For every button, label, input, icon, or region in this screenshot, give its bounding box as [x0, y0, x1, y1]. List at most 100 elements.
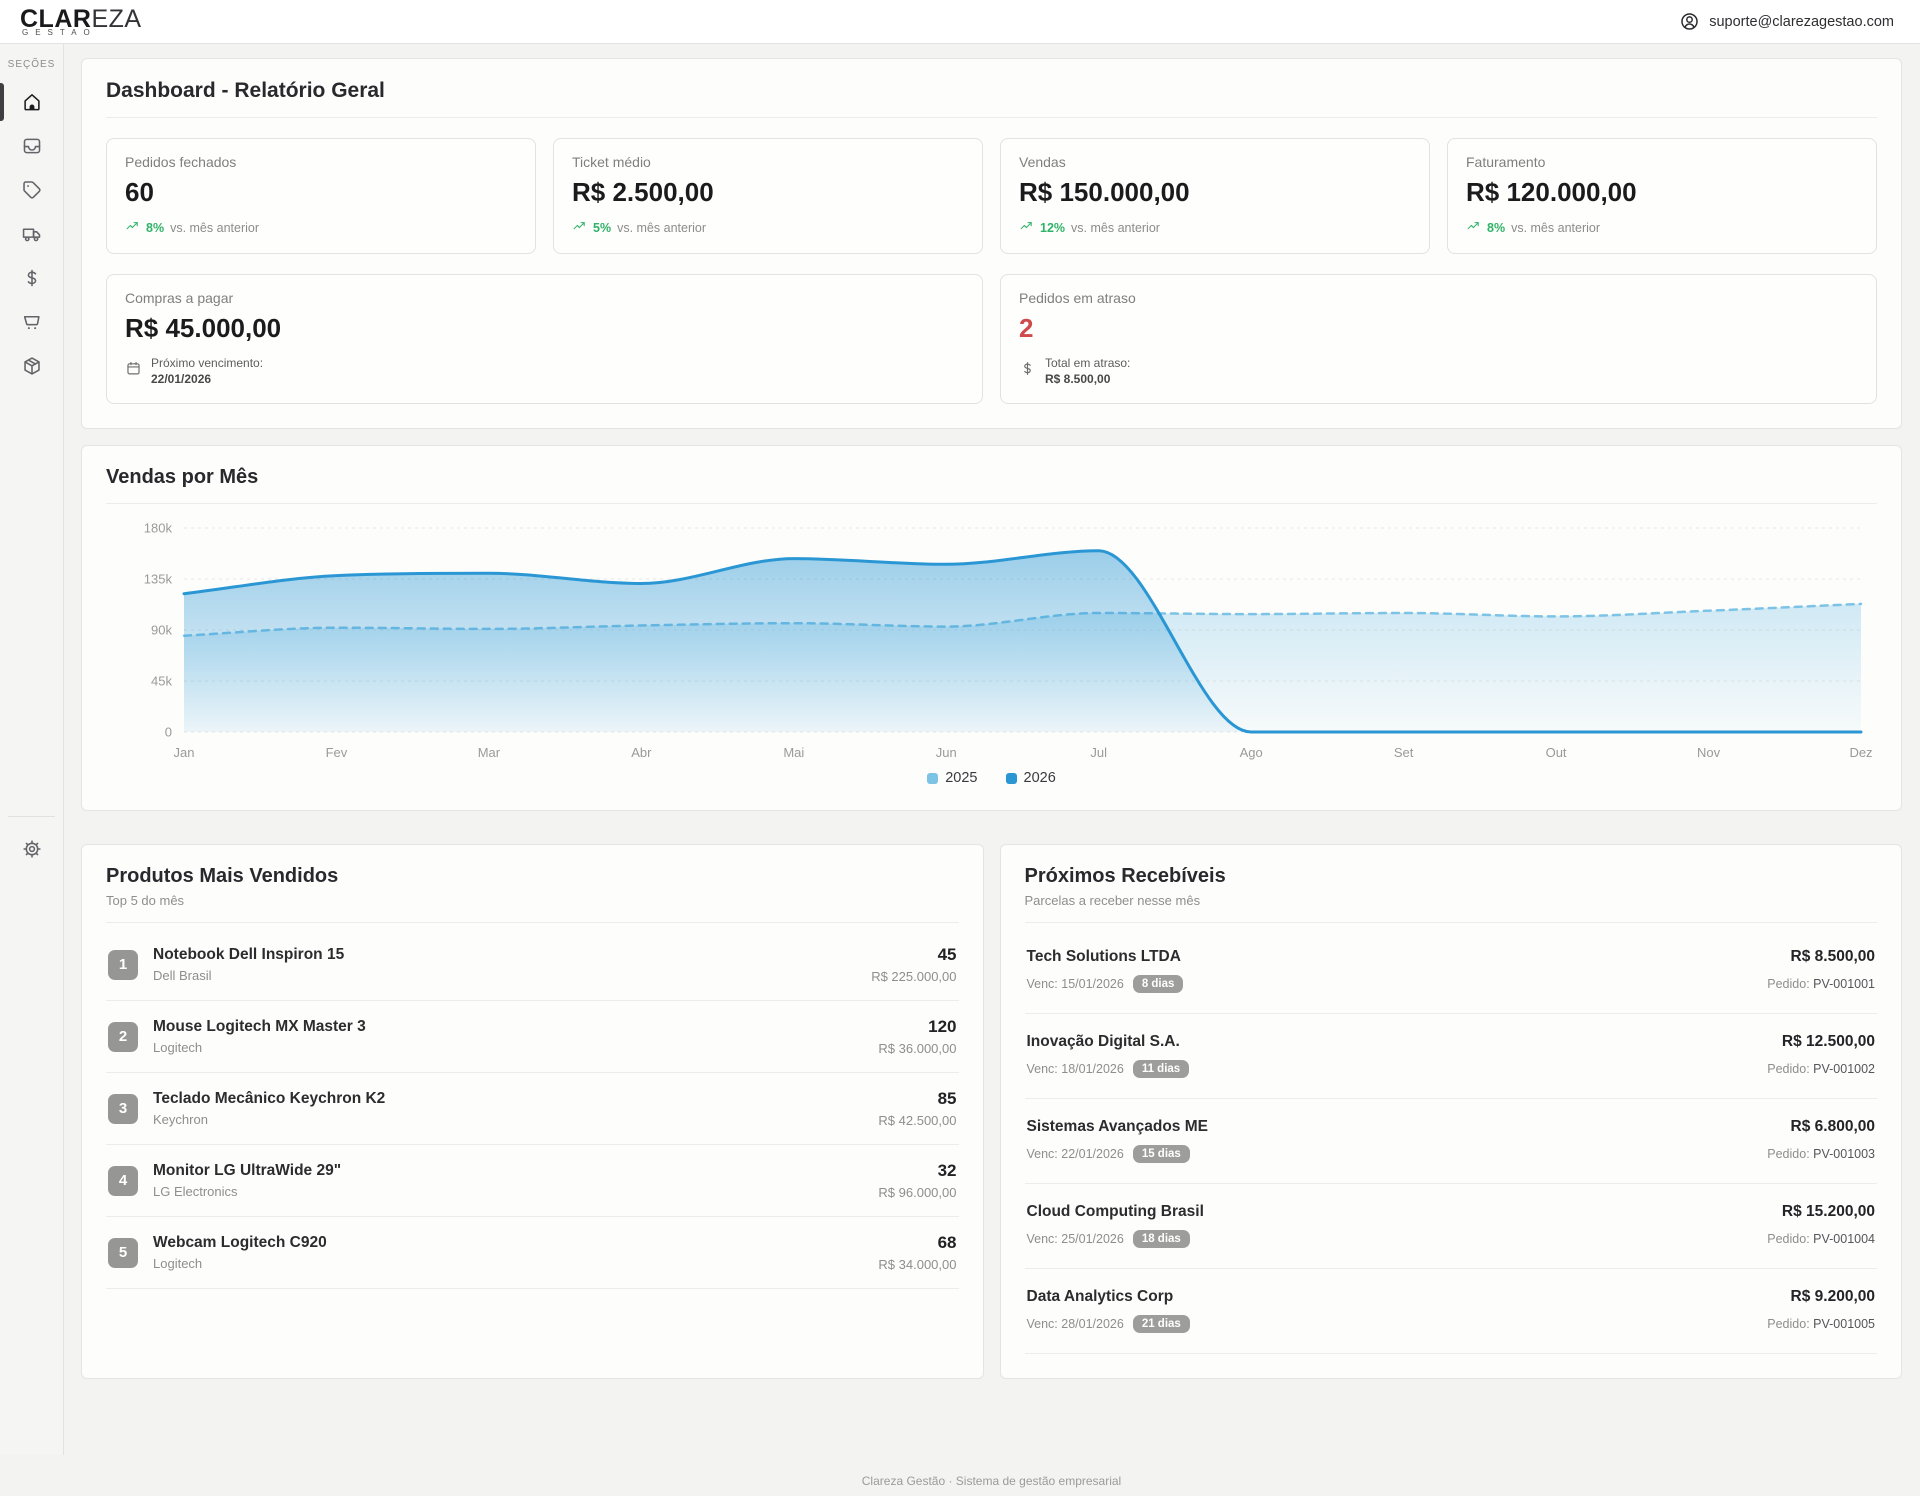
stat-value: R$ 120.000,00 [1466, 177, 1858, 208]
svg-text:Jun: Jun [936, 745, 957, 760]
legend-item-2026[interactable]: 2026 [1006, 770, 1056, 786]
bottom-panels: Produtos Mais Vendidos Top 5 do mês 1Not… [81, 844, 1902, 1379]
receivable-row: Cloud Computing BrasilVenc: 25/01/202618… [1025, 1184, 1878, 1269]
rank-badge: 5 [108, 1238, 138, 1268]
svg-text:Mai: Mai [783, 745, 804, 760]
stat-info: Total em atraso:R$ 8.500,00 [1019, 355, 1858, 387]
user-account-chip[interactable]: suporte@clarezagestao.com [1679, 11, 1894, 32]
legend-swatch [927, 773, 938, 784]
info-label: Total em atraso: [1045, 355, 1130, 371]
stat-card: FaturamentoR$ 120.000,008%vs. mês anteri… [1447, 138, 1877, 254]
stat-card: Compras a pagarR$ 45.000,00Próximo venci… [106, 274, 983, 404]
receivables-subtitle: Parcelas a receber nesse mês [1025, 893, 1878, 908]
rank-badge: 3 [108, 1094, 138, 1124]
sales-chart-panel: Vendas por Mês 045k90k135k180kJanFevMarA… [81, 445, 1902, 811]
product-row: 1Notebook Dell Inspiron 15Dell Brasil45R… [106, 929, 959, 1001]
product-brand: LG Electronics [153, 1184, 863, 1199]
product-row: 2Mouse Logitech MX Master 3Logitech120R$… [106, 1001, 959, 1073]
page-title: Dashboard - Relatório Geral [106, 79, 1877, 103]
dashboard-panel: Dashboard - Relatório Geral Pedidos fech… [81, 58, 1902, 429]
client-name: Cloud Computing Brasil [1027, 1203, 1204, 1221]
sales-chart: 045k90k135k180kJanFevMarAbrMaiJunJulAgoS… [106, 514, 1877, 766]
product-brand: Keychron [153, 1112, 863, 1127]
receivables-panel: Próximos Recebíveis Parcelas a receber n… [1000, 844, 1903, 1379]
product-name: Mouse Logitech MX Master 3 [153, 1018, 863, 1036]
order-id: Pedido: PV-001002 [1767, 1062, 1875, 1076]
tag-icon[interactable] [0, 168, 63, 212]
legend-label: 2025 [945, 770, 977, 786]
product-total: R$ 96.000,00 [878, 1185, 956, 1200]
days-badge: 8 dias [1133, 975, 1184, 993]
days-badge: 11 dias [1133, 1060, 1189, 1078]
trend-percent: 12% [1040, 221, 1065, 235]
trend-label: vs. mês anterior [617, 221, 706, 235]
product-row: 3Teclado Mecânico Keychron K2Keychron85R… [106, 1073, 959, 1145]
truck-icon[interactable] [0, 212, 63, 256]
sidebar: SEÇÕES [0, 44, 64, 1455]
client-name: Tech Solutions LTDA [1027, 948, 1184, 966]
svg-text:Fev: Fev [326, 745, 348, 760]
stat-value: 2 [1019, 313, 1858, 344]
days-badge: 18 dias [1133, 1230, 1190, 1248]
svg-text:90k: 90k [151, 623, 172, 638]
info-value: 22/01/2026 [151, 371, 263, 387]
product-brand: Dell Brasil [153, 968, 856, 983]
dollar-icon[interactable] [0, 256, 63, 300]
products-divider [106, 922, 959, 923]
stat-trend: 5%vs. mês anterior [572, 219, 964, 237]
svg-text:Nov: Nov [1697, 745, 1721, 760]
legend-swatch [1006, 773, 1017, 784]
svg-text:Dez: Dez [1849, 745, 1872, 760]
trend-up-icon [1019, 219, 1034, 237]
product-name: Notebook Dell Inspiron 15 [153, 946, 856, 964]
amount: R$ 6.800,00 [1767, 1118, 1875, 1136]
inbox-icon[interactable] [0, 124, 63, 168]
chart-divider [106, 503, 1877, 504]
stat-card: Ticket médioR$ 2.500,005%vs. mês anterio… [553, 138, 983, 254]
sidebar-section-label: SEÇÕES [0, 44, 63, 80]
svg-text:Set: Set [1394, 745, 1414, 760]
legend-item-2025[interactable]: 2025 [927, 770, 977, 786]
svg-text:45k: 45k [151, 674, 172, 689]
info-value: R$ 8.500,00 [1045, 371, 1130, 387]
receivable-row: Sistemas Avançados MEVenc: 22/01/202615 … [1025, 1099, 1878, 1184]
svg-text:180k: 180k [144, 521, 173, 536]
stat-trend: 8%vs. mês anterior [1466, 219, 1858, 237]
stat-label: Pedidos fechados [125, 154, 517, 170]
amount: R$ 15.200,00 [1767, 1203, 1875, 1221]
due-date: Venc: 15/01/2026 [1027, 977, 1124, 991]
page-footer: Clareza Gestão · Sistema de gestão empre… [81, 1474, 1902, 1488]
stat-value: 60 [125, 177, 517, 208]
main-content: Dashboard - Relatório Geral Pedidos fech… [64, 44, 1920, 1496]
cart-icon[interactable] [0, 300, 63, 344]
legend-label: 2026 [1024, 770, 1056, 786]
product-brand: Logitech [153, 1256, 863, 1271]
order-id: Pedido: PV-001003 [1767, 1147, 1875, 1161]
stat-label: Vendas [1019, 154, 1411, 170]
amount: R$ 8.500,00 [1767, 948, 1875, 966]
amount: R$ 9.200,00 [1767, 1288, 1875, 1306]
stat-card: VendasR$ 150.000,0012%vs. mês anterior [1000, 138, 1430, 254]
client-name: Data Analytics Corp [1027, 1288, 1190, 1306]
product-total: R$ 34.000,00 [878, 1257, 956, 1272]
home-icon[interactable] [0, 80, 63, 124]
product-total: R$ 225.000,00 [871, 969, 956, 984]
products-subtitle: Top 5 do mês [106, 893, 959, 908]
rank-badge: 4 [108, 1166, 138, 1196]
amount: R$ 12.500,00 [1767, 1033, 1875, 1051]
sidebar-nav [0, 80, 63, 388]
trend-percent: 8% [146, 221, 164, 235]
chart-legend: 2025 2026 [106, 770, 1877, 786]
package-icon[interactable] [0, 344, 63, 388]
days-badge: 21 dias [1133, 1315, 1190, 1333]
product-row: 5Webcam Logitech C920Logitech68R$ 34.000… [106, 1217, 959, 1289]
dollar-icon [1019, 360, 1036, 382]
chart-title: Vendas por Mês [106, 466, 1877, 489]
svg-text:135k: 135k [144, 572, 173, 587]
info-label: Próximo vencimento: [151, 355, 263, 371]
product-quantity: 45 [871, 945, 956, 965]
product-list: 1Notebook Dell Inspiron 15Dell Brasil45R… [106, 929, 959, 1289]
top-bar: CLAREZA GESTAO suporte@clarezagestao.com [0, 0, 1920, 44]
gear-icon[interactable] [0, 827, 63, 871]
calendar-icon [125, 360, 142, 382]
